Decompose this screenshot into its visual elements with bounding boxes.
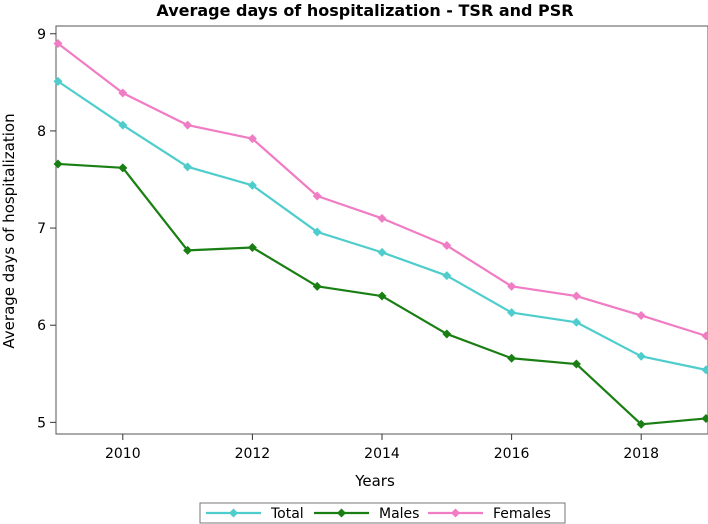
y-tick-label: 7 <box>37 221 46 237</box>
legend-label-total: Total <box>270 506 304 522</box>
data-point-total <box>247 180 257 190</box>
data-point-total <box>701 365 708 375</box>
x-tick-label: 2014 <box>364 446 400 462</box>
data-point-females <box>53 38 63 48</box>
data-point-total <box>377 247 387 257</box>
data-point-females <box>442 241 452 251</box>
x-tick-label: 2012 <box>235 446 271 462</box>
data-point-total <box>312 227 322 237</box>
y-tick-label: 8 <box>37 124 46 140</box>
legend: Total Males Females <box>206 506 551 522</box>
legend-box <box>199 502 566 524</box>
y-tick-label: 6 <box>37 318 46 334</box>
data-point-males <box>636 419 646 429</box>
data-point-females <box>247 134 257 144</box>
data-point-total <box>118 120 128 130</box>
y-tick-label: 9 <box>37 27 46 43</box>
legend-marker-females <box>451 508 460 518</box>
data-point-total <box>636 351 646 361</box>
data-point-females <box>183 120 193 130</box>
data-point-females <box>507 281 517 291</box>
series-group <box>53 38 708 429</box>
data-point-females <box>312 191 322 201</box>
y-axis: 5 6 7 8 9 <box>37 27 56 431</box>
data-point-males <box>571 359 581 369</box>
data-point-males <box>312 281 322 291</box>
series-males <box>53 159 708 429</box>
data-point-males <box>183 245 193 255</box>
data-point-total <box>183 162 193 172</box>
data-point-total <box>442 271 452 281</box>
data-point-total <box>571 317 581 327</box>
data-point-males <box>53 159 63 169</box>
x-axis: 2010 2012 2014 2016 2018 <box>105 434 659 462</box>
x-tick-label: 2016 <box>494 446 530 462</box>
data-point-males <box>701 413 708 423</box>
data-point-total <box>507 308 517 318</box>
data-point-females <box>636 310 646 320</box>
data-point-females <box>701 331 708 341</box>
y-axis-label: Average days of hospitalization <box>0 113 18 348</box>
legend-marker-males <box>337 508 346 518</box>
data-point-males <box>118 163 128 173</box>
data-point-males <box>377 291 387 301</box>
series-line-total <box>57 80 707 371</box>
series-total <box>53 76 708 375</box>
x-axis-label: Years <box>354 472 395 490</box>
legend-marker-total <box>229 508 238 518</box>
x-tick-label: 2010 <box>105 446 141 462</box>
data-point-females <box>118 88 128 98</box>
x-tick-label: 2018 <box>623 446 659 462</box>
plot-area <box>55 25 708 435</box>
data-point-females <box>377 213 387 223</box>
data-point-total <box>53 76 63 86</box>
y-tick-label: 5 <box>37 415 46 431</box>
legend-label-females: Females <box>493 506 551 522</box>
data-point-males <box>247 242 257 252</box>
data-point-males <box>442 329 452 339</box>
data-point-males <box>507 353 517 363</box>
series-females <box>53 38 708 341</box>
chart-title: Average days of hospitalization - TSR an… <box>156 1 573 20</box>
data-point-females <box>571 291 581 301</box>
legend-label-males: Males <box>379 506 419 522</box>
